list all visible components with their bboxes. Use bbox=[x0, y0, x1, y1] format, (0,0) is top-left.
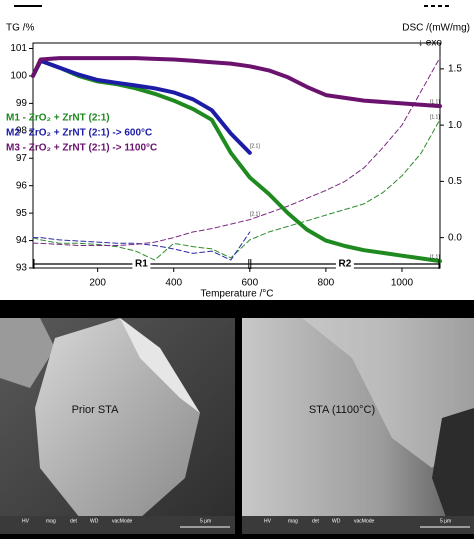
y2-tick-label: 0.5 bbox=[448, 176, 462, 187]
x-tick-label: 800 bbox=[318, 278, 335, 289]
y-tick-label: 99 bbox=[16, 98, 28, 109]
y-tick-label: 93 bbox=[16, 263, 28, 274]
tg-line bbox=[31, 56, 442, 109]
x-tick-label: 1000 bbox=[391, 278, 414, 289]
y-tick-label: 100 bbox=[10, 71, 27, 82]
panel-caption: STA (1100°C) bbox=[309, 404, 375, 416]
y-tick-label: 96 bbox=[16, 180, 28, 191]
tg-line bbox=[31, 58, 442, 264]
scale-label: 5 μm bbox=[440, 518, 451, 524]
info-label: HV bbox=[264, 518, 272, 524]
x-tick-label: 200 bbox=[89, 278, 106, 289]
x-axis-label: Temperature /°C bbox=[201, 289, 274, 300]
y-tick-label: 98 bbox=[16, 125, 28, 136]
annotation: [1.1] bbox=[430, 99, 440, 105]
sem-panel: STA (1100°C) HV mag det WD vacMode 5 μm bbox=[242, 318, 474, 534]
legend-entry: M3 - ZrO₂ + ZrNT (2:1) -> 1100°C bbox=[6, 143, 157, 154]
tg-line bbox=[31, 58, 252, 155]
dsc-line bbox=[32, 119, 441, 261]
y2-tick-label: 1.5 bbox=[448, 64, 462, 75]
info-label: HV bbox=[22, 518, 30, 524]
chart-area: TG /% DSC /(mW/mg) ↓ exo Temperature /°C… bbox=[0, 0, 474, 300]
info-label: det bbox=[70, 518, 78, 524]
legend-entry: M1 - ZrO₂ + ZrNT (2:1) bbox=[6, 113, 110, 124]
left-axis-label: TG /% bbox=[6, 23, 34, 34]
chart: TG /% DSC /(mW/mg) ↓ exo Temperature /°C… bbox=[6, 5, 470, 300]
y2-tick-label: 0.0 bbox=[448, 232, 462, 243]
y-tick-label: 101 bbox=[10, 43, 27, 54]
y-tick-label: 95 bbox=[16, 208, 28, 219]
x-tick-label: 600 bbox=[241, 278, 258, 289]
sem-image: Prior STA HV mag det WD vacMode 5 μm bbox=[0, 318, 235, 534]
scale-label: 5 μm bbox=[200, 518, 211, 524]
dsc-line bbox=[32, 57, 441, 246]
y-tick-label: 94 bbox=[16, 235, 28, 246]
info-label: vacMode bbox=[112, 518, 133, 524]
info-label: WD bbox=[332, 518, 341, 524]
info-label: WD bbox=[90, 518, 99, 524]
plot-frame bbox=[32, 42, 441, 269]
dsc-line bbox=[32, 231, 251, 261]
annotation: [1.1] bbox=[430, 254, 440, 260]
sem-image: STA (1100°C) HV mag det WD vacMode 5 μm bbox=[242, 318, 474, 534]
y2-tick-label: 1.0 bbox=[448, 120, 462, 131]
region-label: R2 bbox=[339, 259, 352, 270]
region-label: R1 bbox=[135, 259, 148, 270]
x-tick-label: 400 bbox=[165, 278, 182, 289]
region-label-bg bbox=[335, 258, 354, 270]
annotation: [2.1] bbox=[250, 143, 260, 149]
info-label: vacMode bbox=[354, 518, 375, 524]
info-label: det bbox=[312, 518, 320, 524]
region-label-bg bbox=[132, 258, 151, 270]
y-tick-label: 97 bbox=[16, 153, 28, 164]
panel-caption: Prior STA bbox=[72, 404, 120, 416]
right-axis-label: DSC /(mW/mg) bbox=[402, 23, 470, 34]
annotation: [1.1] bbox=[430, 114, 440, 120]
sem-panel: Prior STA HV mag det WD vacMode 5 μm bbox=[0, 318, 235, 534]
info-label: mag bbox=[46, 518, 56, 524]
legend-entry: M2 - ZrO₂ + ZrNT (2:1) -> 600°C bbox=[6, 128, 152, 139]
annotation: [2.1] bbox=[250, 211, 260, 217]
info-label: mag bbox=[288, 518, 298, 524]
